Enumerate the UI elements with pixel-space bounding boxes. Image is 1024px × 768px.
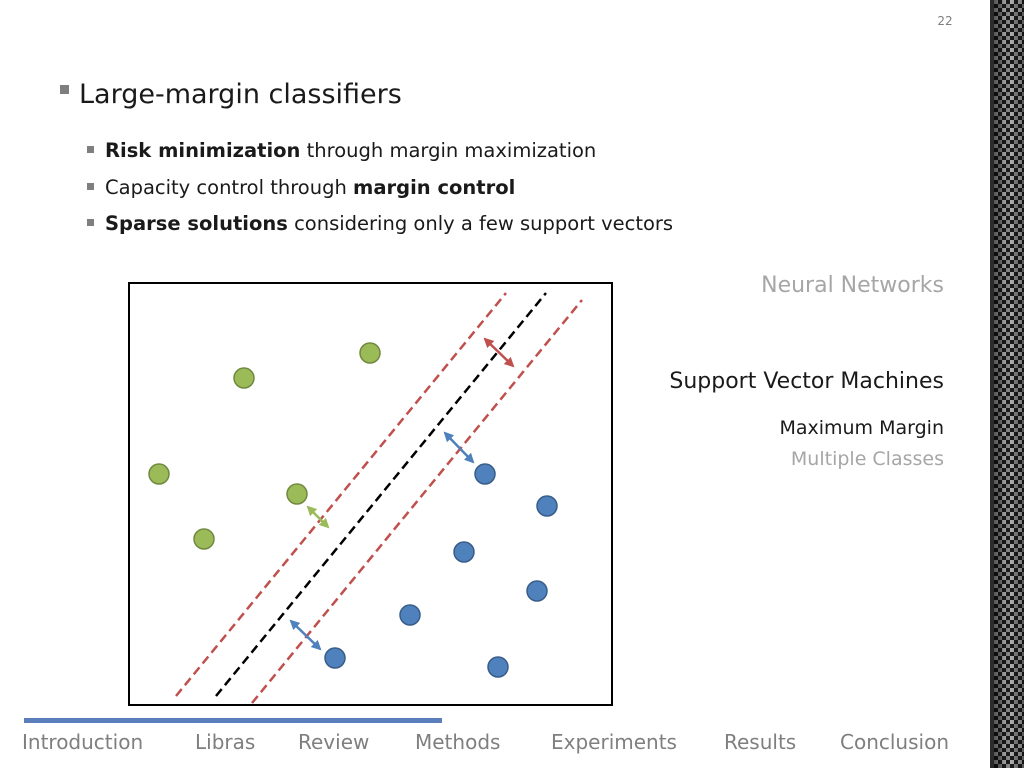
square-bullet-icon [87, 183, 94, 190]
footer-tab-results[interactable]: Results [724, 730, 797, 754]
green-point [233, 367, 255, 389]
blue-point [487, 656, 509, 678]
sidebar-item-maximum-margin[interactable]: Maximum Margin [779, 417, 944, 439]
margin-arrows [289, 337, 515, 651]
footer-progress-bar [24, 718, 442, 723]
footer-tab-conclusion[interactable]: Conclusion [840, 730, 949, 754]
sub-bullet-text: through margin maximization [300, 139, 597, 162]
support-vector-distance-arrow [289, 619, 322, 651]
margin-width-arrow [483, 337, 515, 368]
footer-tab-methods[interactable]: Methods [415, 730, 501, 754]
sub-bullet-1: Risk minimization through margin maximiz… [87, 139, 596, 162]
green-point [148, 463, 170, 485]
checker-pattern [994, 0, 1024, 768]
sub-bullet-text: considering only a few support vectors [287, 212, 674, 235]
square-bullet-icon [87, 219, 94, 226]
upper-margin-line [175, 292, 507, 697]
sub-bullet-bold: Risk minimization [105, 139, 301, 162]
footer-tab-experiments[interactable]: Experiments [551, 730, 677, 754]
square-bullet-icon [87, 146, 94, 153]
square-bullet-icon [60, 85, 69, 94]
main-bullet: Large-margin classifiers [60, 79, 402, 110]
sub-bullet-text: Capacity control through [105, 176, 354, 199]
footer-tab-libras[interactable]: Libras [195, 730, 256, 754]
footer-tab-review[interactable]: Review [298, 730, 370, 754]
main-bullet-text: Large-margin classifiers [79, 79, 402, 110]
sub-bullet-3: Sparse solutions considering only a few … [87, 212, 673, 235]
blue-point [324, 647, 346, 669]
blue-point [453, 541, 475, 563]
support-vector-distance-arrow [306, 505, 330, 529]
sub-bullet-bold: Sparse solutions [105, 212, 288, 235]
decorative-side-border [990, 0, 1024, 768]
border-edge [990, 0, 994, 768]
sidebar-item-svm[interactable]: Support Vector Machines [669, 369, 944, 394]
svm-diagram [128, 282, 613, 706]
blue-point [474, 463, 496, 485]
support-vector-distance-arrow [443, 431, 475, 464]
blue-class-points [324, 463, 558, 678]
footer-tab-introduction[interactable]: Introduction [22, 730, 144, 754]
sub-bullet-bold: margin control [353, 176, 516, 199]
green-point [193, 528, 215, 550]
blue-point [526, 580, 548, 602]
sidebar-item-neural-networks[interactable]: Neural Networks [761, 273, 944, 298]
green-point [359, 342, 381, 364]
blue-point [399, 604, 421, 626]
blue-point [536, 495, 558, 517]
sub-bullet-2: Capacity control through margin control [87, 176, 515, 199]
slide-number: 22 [937, 14, 953, 28]
sidebar-item-multiple-classes[interactable]: Multiple Classes [790, 448, 944, 470]
green-class-points [148, 342, 381, 550]
green-point [286, 483, 308, 505]
